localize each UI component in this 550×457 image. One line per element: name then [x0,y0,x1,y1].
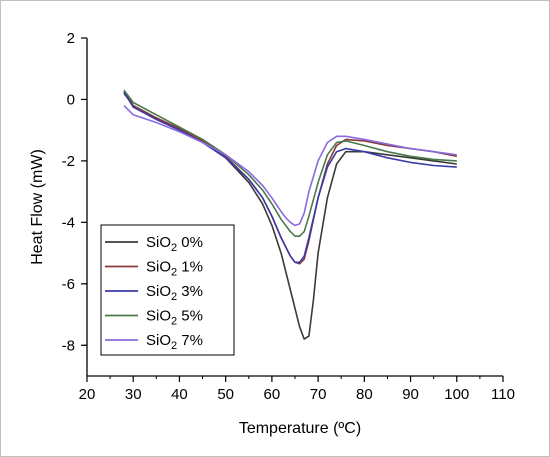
series-layer [123,89,457,340]
y-tick-label: 0 [67,91,75,108]
legend-label-0: SiO2 0% [146,234,203,254]
x-tick-label: 50 [217,386,234,403]
x-tick-label: 30 [125,386,142,403]
series-line-4 [123,105,457,227]
x-tick-label: 100 [444,386,469,403]
y-tick-label: 2 [67,30,75,47]
y-tick-label: -6 [62,276,75,293]
x-tick-label: 110 [491,386,515,403]
x-tick-label: 20 [79,386,96,403]
y-axis-label: Heat Flow (mW) [29,149,46,265]
y-tick-label: -4 [62,214,75,231]
legend-box [100,224,235,356]
legend-label-2: SiO2 3% [146,283,203,303]
x-tick-label: 80 [356,386,373,403]
y-tick-label: -2 [62,153,75,170]
x-tick-label: 60 [264,386,281,403]
x-axis-label: Temperature (ºC) [239,420,361,437]
x-tick-label: 70 [310,386,327,403]
series-line-3 [123,89,457,237]
legend: SiO2 0% SiO2 1% SiO2 3% SiO2 5% SiO2 7% [100,224,235,356]
legend-label-3: SiO2 5% [146,308,203,328]
legend-label-4: SiO2 7% [146,332,203,352]
legend-label-1: SiO2 1% [146,259,203,279]
x-tick-label: 40 [171,386,188,403]
x-tick-label: 90 [402,386,419,403]
y-tick-label: -8 [62,337,75,354]
